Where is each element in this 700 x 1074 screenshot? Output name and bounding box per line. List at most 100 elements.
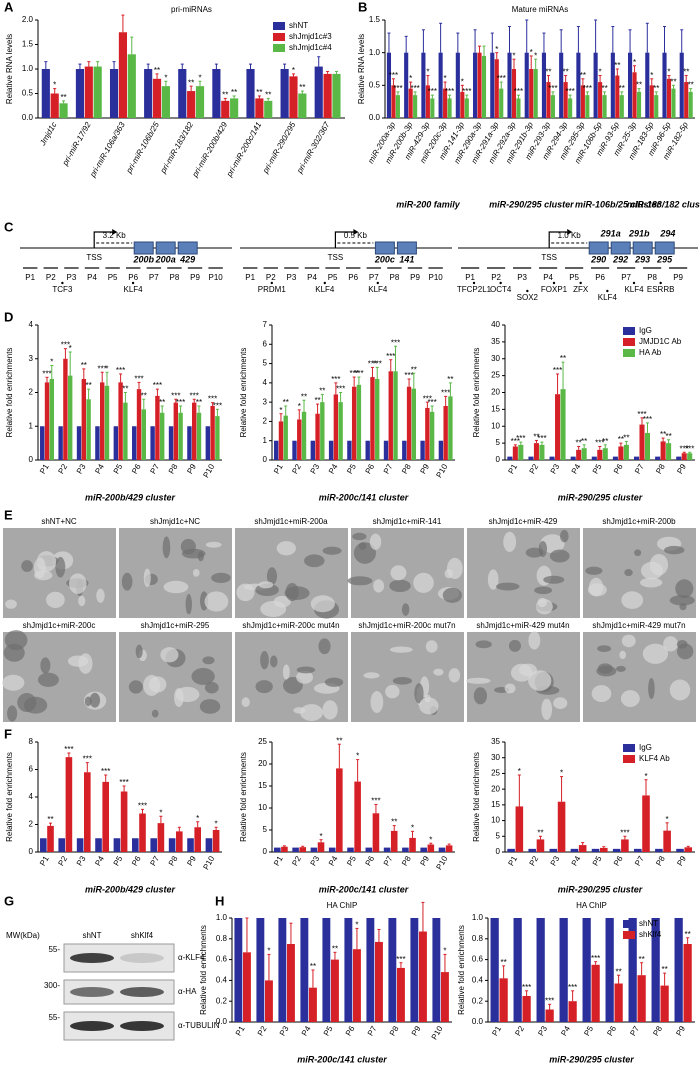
bar bbox=[301, 411, 307, 460]
cell-colony bbox=[260, 651, 269, 670]
y-tick-label: 5 bbox=[496, 438, 501, 447]
y-tick-label: 1.0 bbox=[369, 48, 381, 57]
gene-label: 429 bbox=[179, 254, 195, 264]
x-tick-label: P7 bbox=[148, 854, 161, 867]
cell-colony bbox=[621, 591, 644, 609]
cell-colony bbox=[135, 644, 143, 659]
bar bbox=[612, 848, 621, 852]
bar bbox=[660, 985, 669, 1022]
cell-colony bbox=[241, 697, 250, 708]
bar bbox=[516, 98, 521, 118]
bar bbox=[438, 440, 444, 460]
bar bbox=[533, 69, 538, 118]
cell-colony bbox=[160, 647, 179, 663]
cell-colony bbox=[266, 567, 278, 585]
cell-colony bbox=[448, 668, 461, 683]
x-axis-label: miR-200b/429 cluster bbox=[85, 492, 176, 502]
bar bbox=[383, 440, 389, 460]
bar bbox=[310, 440, 315, 460]
cell-colony bbox=[78, 595, 86, 607]
bar bbox=[221, 100, 230, 118]
bar bbox=[687, 453, 693, 460]
chart-title: Mature miRNAs bbox=[512, 5, 568, 14]
primer-label: P4 bbox=[307, 273, 317, 282]
x-tick-label: pri-miR-17/92 bbox=[60, 120, 93, 168]
significance: ** bbox=[336, 736, 342, 745]
bar bbox=[194, 827, 202, 852]
cell-colony bbox=[528, 670, 552, 691]
cell-colony bbox=[433, 668, 444, 676]
y-tick-label: 1.0 bbox=[472, 913, 484, 922]
y-tick-label: 0.2 bbox=[216, 996, 228, 1005]
cell-colony bbox=[282, 664, 290, 680]
cell-colony bbox=[549, 549, 570, 563]
significance: *** bbox=[116, 366, 125, 375]
significance: *** bbox=[101, 767, 110, 776]
bar bbox=[666, 443, 672, 460]
bar bbox=[67, 375, 73, 460]
significance: ** bbox=[576, 439, 582, 448]
gene-label: 141 bbox=[399, 254, 414, 264]
factor-label: ESRRB bbox=[647, 285, 675, 294]
y-tick-label: 2 bbox=[29, 388, 34, 397]
significance: ** bbox=[601, 84, 607, 93]
bar bbox=[195, 86, 205, 118]
bar bbox=[404, 52, 409, 118]
bar bbox=[490, 918, 499, 1022]
bar bbox=[666, 78, 672, 118]
bar bbox=[430, 98, 435, 118]
cell-colony bbox=[211, 572, 231, 583]
significance: ** bbox=[85, 381, 91, 390]
bar bbox=[320, 402, 325, 460]
y-tick-label: 5 bbox=[496, 831, 501, 840]
gene-box bbox=[155, 241, 176, 255]
bar bbox=[591, 848, 600, 852]
x-tick-label: P1 bbox=[506, 854, 519, 867]
bar bbox=[49, 379, 54, 460]
bar bbox=[549, 848, 558, 852]
primer-label: P7 bbox=[149, 273, 159, 282]
x-tick-label: P8 bbox=[654, 854, 667, 867]
x-tick-label: P5 bbox=[322, 1024, 335, 1037]
bar bbox=[441, 972, 449, 1022]
bar bbox=[411, 388, 417, 460]
x-tick-label: P9 bbox=[185, 462, 198, 475]
primer-label: P2 bbox=[266, 273, 276, 282]
bar bbox=[278, 421, 284, 460]
significance: *** bbox=[391, 338, 400, 347]
x-tick-label: P1 bbox=[272, 854, 285, 867]
y-tick-label: 2 bbox=[29, 820, 34, 829]
bar bbox=[234, 918, 243, 1022]
significance: * bbox=[667, 68, 670, 77]
cell-colony bbox=[503, 531, 517, 552]
bar bbox=[178, 412, 183, 460]
significance: *** bbox=[354, 369, 363, 378]
cell-colony bbox=[353, 542, 377, 564]
legend-swatch bbox=[623, 744, 635, 752]
bar bbox=[274, 847, 281, 852]
bar bbox=[447, 98, 452, 118]
primer-label: P7 bbox=[369, 273, 379, 282]
bar bbox=[425, 85, 430, 118]
significance: *** bbox=[445, 87, 454, 96]
factor-label: KLF4 bbox=[624, 285, 644, 294]
significance: ** bbox=[81, 361, 87, 370]
significance: * bbox=[650, 71, 653, 80]
cell-colony bbox=[669, 595, 695, 606]
y-tick-label: 0.0 bbox=[216, 1017, 228, 1026]
cell-colony bbox=[205, 541, 222, 548]
significance: *** bbox=[349, 369, 358, 378]
x-tick-label: P10 bbox=[434, 462, 449, 479]
bar bbox=[628, 918, 637, 1022]
y-tick-label: 15 bbox=[491, 800, 500, 809]
bar bbox=[512, 446, 518, 460]
lane-label: shKlf4 bbox=[131, 931, 154, 940]
tss-arrowhead bbox=[112, 229, 118, 235]
bar bbox=[438, 52, 443, 118]
image-label: shJmjd1c+miR-429 mut7n bbox=[592, 621, 685, 630]
bar bbox=[187, 426, 192, 460]
x-tick-label: pri-miR-106a/363 bbox=[88, 120, 127, 179]
bar bbox=[580, 85, 585, 118]
significance: ** bbox=[688, 81, 694, 90]
bar bbox=[645, 52, 650, 118]
